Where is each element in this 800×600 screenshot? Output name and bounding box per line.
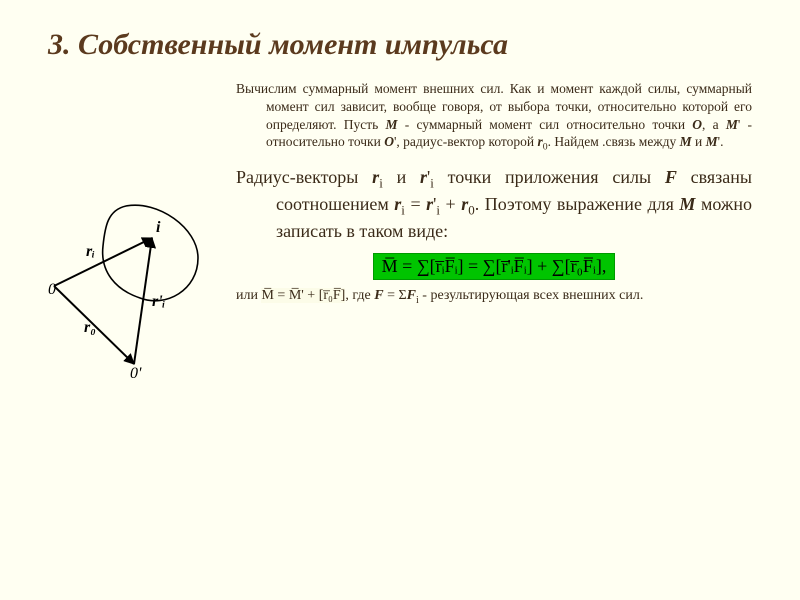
label-r0: r₀ xyxy=(84,319,96,336)
tail-suffix: , где F = ΣFi - результирующая всех внеш… xyxy=(345,288,643,303)
label-O: 0 xyxy=(48,281,56,298)
radius-paragraph: Радиус-векторы ri и r'i точки приложения… xyxy=(236,165,752,243)
label-Oprime: 0' xyxy=(130,365,142,378)
tail-line: или M̅ = M̅' + [r̅₀F̅], где F = ΣFi - ре… xyxy=(236,288,752,306)
content-row: 0 0' i rᵢ r'ᵢ r₀ Вычислим суммарный моме… xyxy=(48,80,752,383)
formula-main-box: M̅ = ∑[r̅ᵢF̅ᵢ] = ∑[r̅'ᵢF̅ᵢ] + ∑[r̅₀F̅ᵢ], xyxy=(373,253,616,280)
text-column: Вычислим суммарный момент внешних сил. К… xyxy=(236,80,752,383)
label-i: i xyxy=(156,219,161,236)
formula-tail: M̅ = M̅' + [r̅₀F̅] xyxy=(261,288,345,303)
tail-prefix: или xyxy=(236,288,261,303)
intro-paragraph: Вычислим суммарный момент внешних сил. К… xyxy=(236,80,752,155)
vector-diagram: 0 0' i rᵢ r'ᵢ r₀ xyxy=(48,198,218,378)
diagram-column: 0 0' i rᵢ r'ᵢ r₀ xyxy=(48,80,218,383)
label-ri: rᵢ xyxy=(86,243,95,260)
slide-title: 3. Собственный момент импульса xyxy=(48,28,752,62)
label-ri-prime: r'ᵢ xyxy=(152,293,166,310)
formula-main-line: M̅ = ∑[r̅ᵢF̅ᵢ] = ∑[r̅'ᵢF̅ᵢ] + ∑[r̅₀F̅ᵢ], xyxy=(236,253,752,280)
